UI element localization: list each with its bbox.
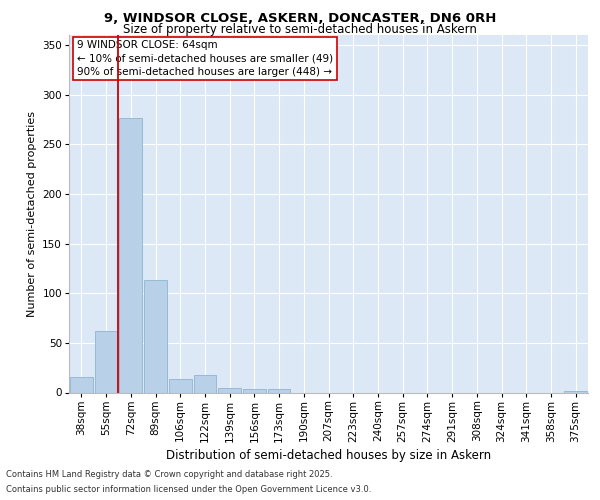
Y-axis label: Number of semi-detached properties: Number of semi-detached properties <box>27 111 37 317</box>
Bar <box>95 331 118 392</box>
Text: Contains HM Land Registry data © Crown copyright and database right 2025.: Contains HM Land Registry data © Crown c… <box>6 470 332 479</box>
Bar <box>70 376 93 392</box>
Bar <box>169 378 191 392</box>
Bar <box>564 390 587 392</box>
Text: 9, WINDSOR CLOSE, ASKERN, DONCASTER, DN6 0RH: 9, WINDSOR CLOSE, ASKERN, DONCASTER, DN6… <box>104 12 496 24</box>
Text: Contains public sector information licensed under the Open Government Licence v3: Contains public sector information licen… <box>6 485 371 494</box>
Bar <box>119 118 142 392</box>
Bar <box>218 388 241 392</box>
Text: 9 WINDSOR CLOSE: 64sqm
← 10% of semi-detached houses are smaller (49)
90% of sem: 9 WINDSOR CLOSE: 64sqm ← 10% of semi-det… <box>77 40 333 77</box>
Text: Size of property relative to semi-detached houses in Askern: Size of property relative to semi-detach… <box>123 22 477 36</box>
Bar <box>268 388 290 392</box>
Bar <box>243 388 266 392</box>
X-axis label: Distribution of semi-detached houses by size in Askern: Distribution of semi-detached houses by … <box>166 448 491 462</box>
Bar <box>194 374 216 392</box>
Bar <box>144 280 167 392</box>
